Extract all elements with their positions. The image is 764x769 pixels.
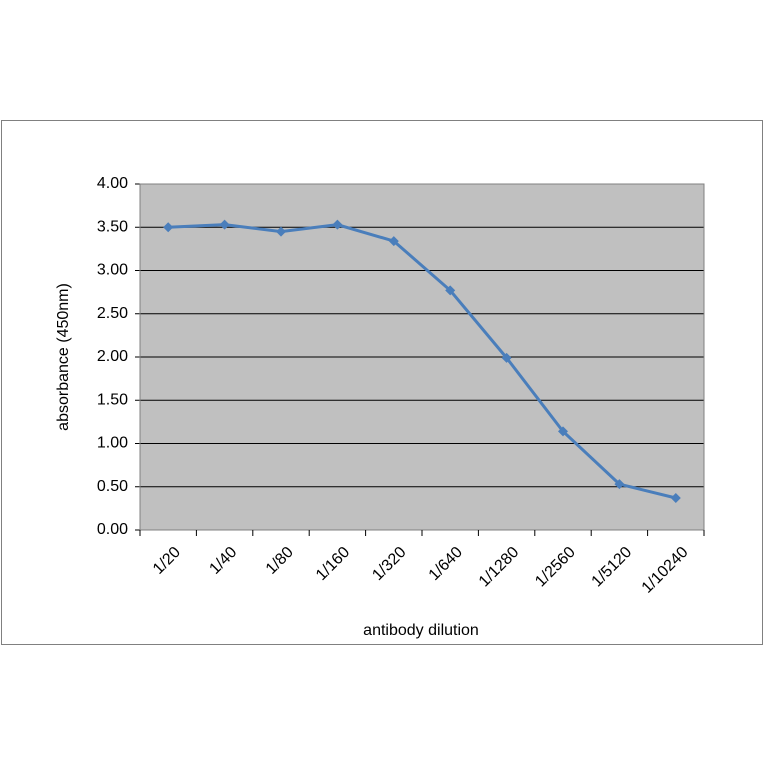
y-tick-label: 0.00	[97, 521, 128, 538]
y-axis-title: absorbance (450nm)	[55, 283, 72, 431]
y-tick-label: 2.00	[97, 348, 128, 365]
x-axis-title: antibody dilution	[363, 622, 479, 639]
marker	[558, 426, 568, 437]
marker	[445, 285, 456, 296]
marker	[501, 352, 512, 363]
y-tick-label: 0.50	[97, 478, 128, 495]
y-tick-label: 1.00	[97, 435, 128, 452]
line	[168, 223, 677, 500]
marker	[332, 219, 343, 230]
y-tick-label: 1.50	[97, 391, 128, 408]
y-tick-label: 3.00	[97, 262, 128, 279]
y-tick-label: 2.50	[97, 305, 128, 322]
marker	[163, 222, 174, 233]
marker	[276, 226, 286, 237]
y-tick-label: 3.50	[97, 218, 128, 235]
marker	[388, 236, 399, 247]
y-tick-label: 4.00	[97, 175, 128, 192]
marker	[670, 492, 681, 503]
marker	[614, 479, 625, 490]
marker	[219, 219, 230, 230]
